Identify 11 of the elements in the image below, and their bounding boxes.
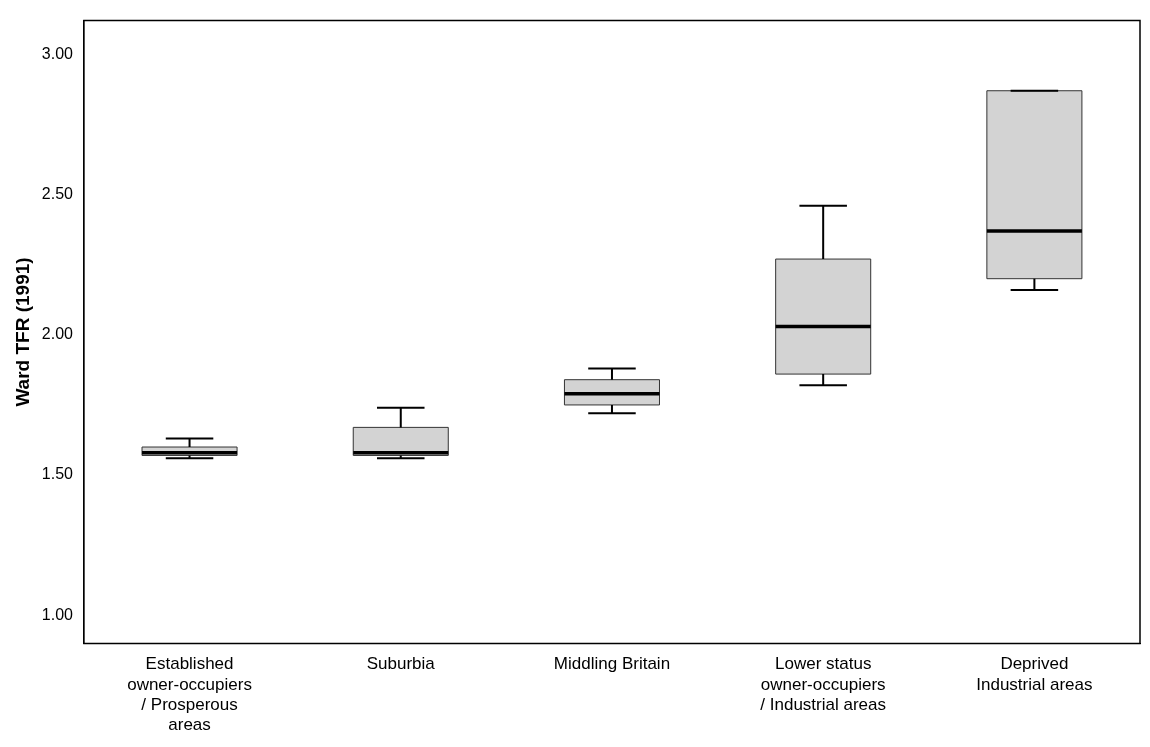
y-tick-label: 1.00 xyxy=(41,605,74,623)
x-tick-label: Suburbia xyxy=(366,654,436,674)
x-tick-label: Lower status owner-occupiers / Industrial areas xyxy=(760,654,887,715)
y-tick-label: 3.00 xyxy=(41,44,74,62)
y-tick-label: 1.50 xyxy=(41,465,74,483)
x-tick-label: Established owner-occupiers / Prosperous areas xyxy=(127,654,252,735)
y-tick-label: 2.50 xyxy=(41,184,74,202)
x-tick-label: Deprived Industrial areas xyxy=(976,654,1093,694)
y-tick-label: 2.00 xyxy=(41,325,74,343)
y-axis-title: Ward TFR (1991) xyxy=(11,257,33,407)
x-tick-label: Middling Britain xyxy=(553,654,671,674)
